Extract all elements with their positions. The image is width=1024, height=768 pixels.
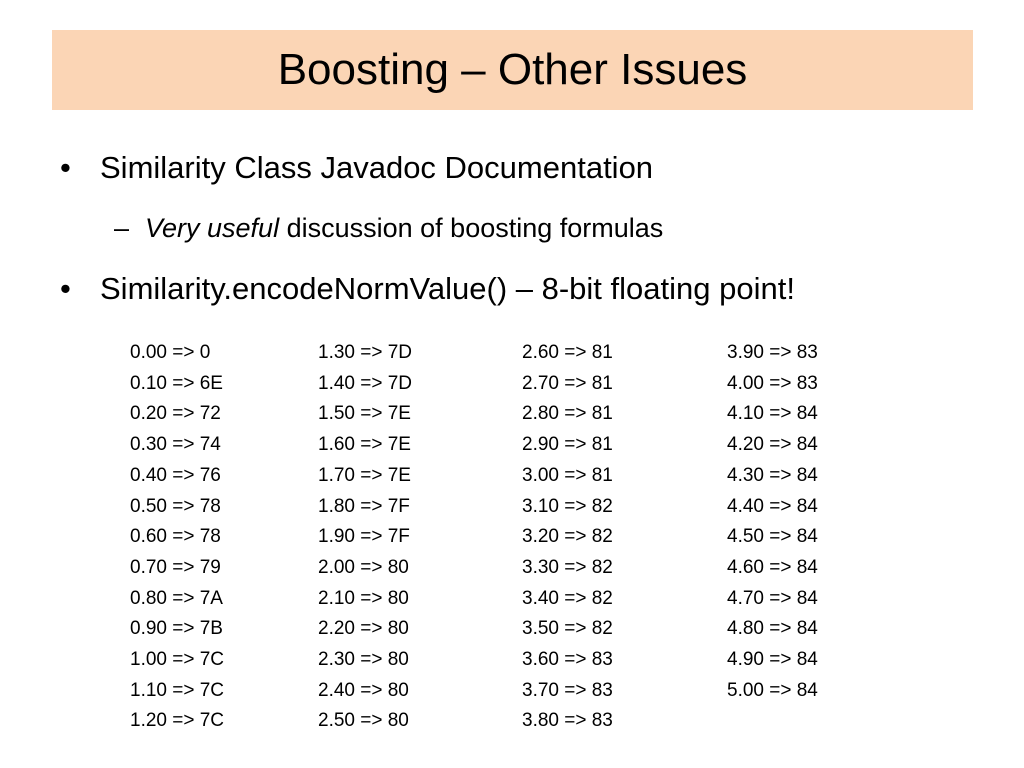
table-cell: 2.80 => 81 [522,403,613,425]
table-cell: 0.40 => 76 [130,464,221,486]
table-cell: 1.20 => 7C [130,710,225,732]
table-cell: 4.30 => 84 [727,464,818,486]
table-cell: 0.80 => 7A [130,587,223,609]
table-cell: 1.30 => 7D [318,342,413,363]
title-band [52,30,973,110]
table-cell: 0.20 => 72 [130,403,221,425]
table-cell: 4.40 => 84 [727,495,818,517]
slide-title: Boosting – Other Issues [277,45,748,94]
table-cell: 4.50 => 84 [727,526,818,548]
table-cell: 1.40 => 7D [318,372,413,394]
sub-bullet-text: discussion of boosting formulas [286,213,664,243]
bullet-marker: • [60,271,71,306]
table-cell: 0.10 => 6E [130,372,223,394]
table-cell: 1.00 => 7C [130,649,225,670]
table-cell: 5.00 => 84 [727,679,818,701]
table-cell: 4.80 => 84 [727,618,818,640]
table-cell: 0.70 => 79 [130,556,221,578]
table-cell: 3.10 => 82 [522,495,613,517]
table-cell: 0.30 => 74 [130,434,221,456]
table-cell: 2.30 => 80 [318,649,409,670]
table-cell: 4.70 => 84 [727,587,818,609]
table-cell: 1.90 => 7F [318,526,410,548]
table-cell: 0.60 => 78 [130,526,221,548]
table-cell: 4.10 => 84 [727,403,818,425]
table-cell: 3.30 => 82 [522,556,613,578]
table-cell: 0.00 => 0 [130,342,211,363]
sub-bullet-marker: – [114,213,130,243]
table-cell: 1.60 => 7E [318,434,411,456]
table-cell: 2.50 => 80 [318,710,409,732]
table-cell: 2.10 => 80 [318,587,409,609]
table-cell: 3.90 => 83 [727,342,818,363]
table-cell: 4.60 => 84 [727,556,818,578]
table-cell: 2.70 => 81 [522,372,613,394]
table-cell: 3.60 => 83 [522,649,613,670]
table-cell: 3.20 => 82 [522,526,613,548]
table-cell: 0.90 => 7B [130,618,223,640]
sub-bullet: Very useful discussion of boosting formu… [145,213,663,244]
bullet-text: Similarity Class Javadoc Documentation [100,150,654,185]
table-cell: 2.00 => 80 [318,556,409,578]
bullet-marker: • [60,150,71,185]
table-cell: 2.60 => 81 [522,342,613,363]
table-cell: 2.40 => 80 [318,679,409,701]
table-cell: 3.00 => 81 [522,464,613,486]
table-cell: 3.40 => 82 [522,587,613,609]
table-cell: 3.80 => 83 [522,710,613,732]
table-cell: 1.50 => 7E [318,403,411,425]
table-cell: 4.20 => 84 [727,434,818,456]
table-cell: 2.90 => 81 [522,434,613,456]
table-cell: 3.70 => 83 [522,679,613,701]
table-cell: 1.70 => 7E [318,464,411,486]
table-cell: 1.10 => 7C [130,679,225,701]
bullet-text: Similarity.encodeNormValue() – 8-bit flo… [100,271,795,306]
table-cell: 1.80 => 7F [318,495,410,517]
table-cell: 2.20 => 80 [318,618,409,640]
table-cell: 0.50 => 78 [130,495,221,517]
emphasis: Very useful [145,213,280,243]
table-cell: 4.00 => 83 [727,372,818,394]
table-cell: 4.90 => 84 [727,649,818,670]
table-cell: 3.50 => 82 [522,618,613,640]
